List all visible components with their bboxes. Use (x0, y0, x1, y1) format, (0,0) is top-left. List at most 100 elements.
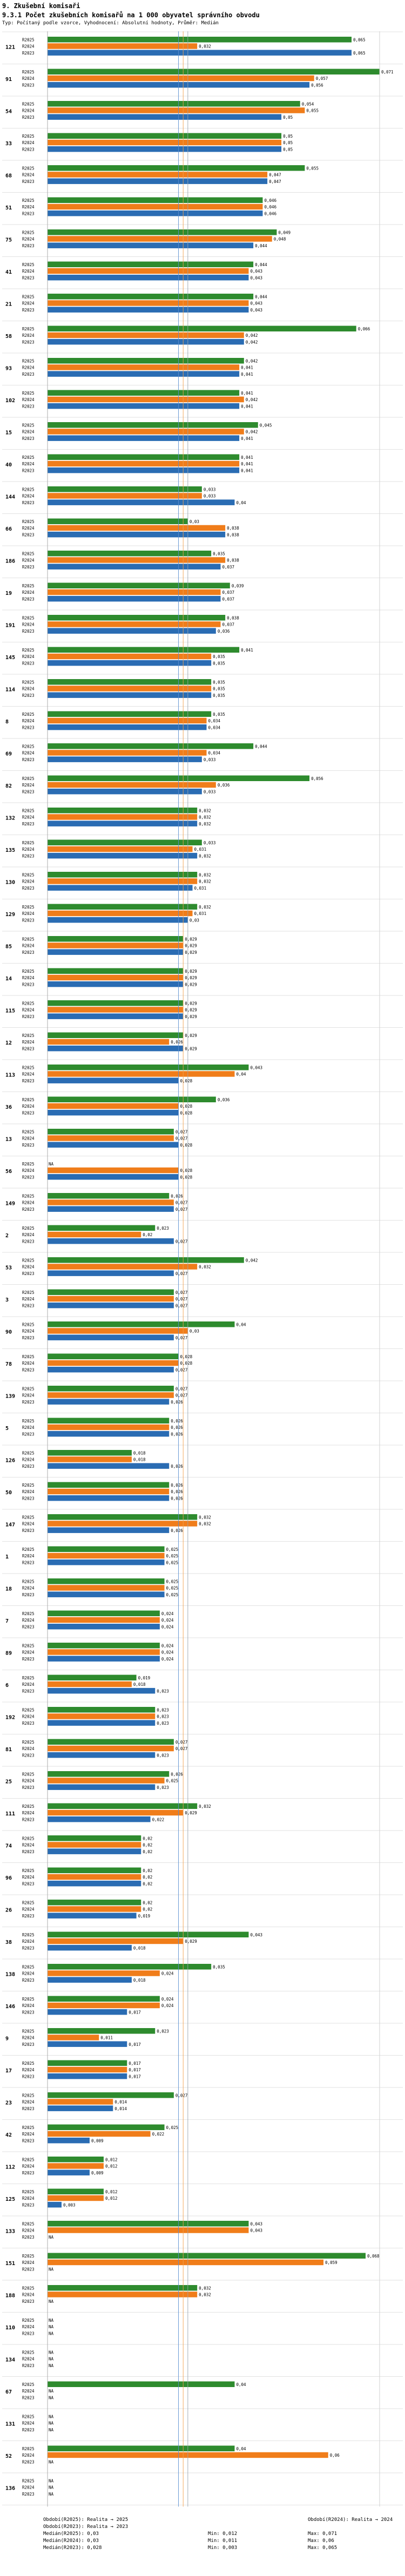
data-label: 0,031 (194, 911, 207, 916)
group-label: 42 (5, 2132, 12, 2138)
data-label: 0,041 (241, 462, 253, 466)
data-label: 0,065 (353, 51, 366, 56)
series-label: R2025 (22, 2446, 35, 2451)
bar-r2023 (48, 1109, 179, 1116)
bar-r2024 (48, 1456, 132, 1462)
data-label: 0,039 (232, 584, 244, 588)
data-label: 0,035 (213, 1965, 225, 1970)
bar-r2023 (48, 499, 235, 505)
series-label: R2025 (22, 1387, 35, 1392)
data-label: 0,029 (185, 1811, 197, 1815)
group-label: 112 (5, 2164, 15, 2170)
data-label: 0,055 (306, 109, 319, 113)
data-label: 0,033 (204, 494, 216, 499)
na-label: NA (49, 2324, 54, 2329)
bar-r2024 (48, 782, 216, 788)
data-label: 0,028 (180, 1104, 193, 1109)
series-label: R2023 (22, 1657, 35, 1662)
bar-r2023 (48, 2170, 90, 2175)
data-label: 0,011 (100, 2036, 113, 2041)
series-label: R2024 (22, 1008, 35, 1013)
data-label: 0,025 (166, 1554, 179, 1558)
series-label: R2024 (22, 751, 35, 756)
group-label: 89 (5, 1650, 12, 1656)
group-label: 51 (5, 205, 12, 211)
footer-median-2023: Medián(R2023): 0,028 (43, 2545, 102, 2551)
series-label: R2025 (22, 519, 35, 524)
data-label: 0,02 (143, 1843, 152, 1848)
bar-r2025 (48, 1546, 165, 1552)
bar-r2025 (48, 551, 212, 557)
bar-r2025 (48, 1964, 212, 1970)
bar-r2024 (48, 2066, 127, 2073)
group-label: 131 (5, 2421, 15, 2427)
bar-r2023 (48, 1302, 174, 1309)
series-label: R2023 (22, 2202, 35, 2207)
bar-r2025 (48, 679, 212, 685)
data-label: 0,032 (199, 44, 211, 49)
series-label: R2023 (22, 2395, 35, 2400)
footer-blank (208, 2517, 308, 2524)
data-label: 0,027 (176, 1130, 188, 1135)
data-label: 0,05 (283, 147, 293, 152)
data-label: 0,032 (199, 879, 211, 884)
data-label: 0,046 (264, 198, 276, 203)
bar-r2025 (48, 1257, 244, 1263)
data-label: 0,027 (176, 1336, 188, 1340)
series-label: R2024 (22, 2228, 35, 2233)
data-label: 0,049 (278, 231, 291, 235)
group-label: 8 (5, 719, 9, 725)
bar-r2025 (48, 808, 198, 814)
bar-r2023 (48, 660, 212, 666)
series-label: R2024 (22, 1040, 35, 1045)
series-label: R2025 (22, 552, 35, 557)
bar-r2023 (48, 403, 240, 409)
series-label: R2025 (22, 1290, 35, 1295)
series-label: R2024 (22, 2357, 35, 2362)
series-label: R2024 (22, 718, 35, 723)
series-label: R2023 (22, 2459, 35, 2464)
series-label: R2024 (22, 1136, 35, 1141)
bar-r2025 (48, 69, 380, 74)
series-label: R2025 (22, 1097, 35, 1102)
data-label: 0,035 (213, 680, 225, 685)
group-label: 41 (5, 269, 12, 275)
series-label: R2025 (22, 1676, 35, 1680)
data-label: 0,05 (283, 115, 293, 120)
series-label: R2024 (22, 1714, 35, 1719)
bar-r2025 (48, 647, 240, 653)
bar-r2023 (48, 1077, 179, 1083)
data-label: 0,037 (222, 596, 234, 601)
bar-r2024 (48, 2002, 160, 2009)
group-label: 121 (5, 44, 15, 50)
data-label: 0,018 (133, 1682, 146, 1687)
data-label: 0,035 (213, 712, 225, 717)
data-label: 0,026 (171, 1432, 183, 1436)
data-label: 0,026 (171, 1400, 183, 1405)
data-label: 0,023 (157, 1785, 169, 1790)
series-label: R2023 (22, 532, 35, 537)
data-label: 0,042 (246, 333, 258, 338)
bar-r2024 (48, 1424, 170, 1431)
series-label: R2025 (22, 1451, 35, 1456)
data-label: 0,035 (213, 552, 225, 557)
data-label: 0,032 (199, 1522, 211, 1527)
series-label: R2025 (22, 1130, 35, 1135)
data-label: 0,071 (381, 70, 394, 74)
bar-r2025 (48, 1931, 249, 1937)
bar-r2025 (48, 2285, 198, 2291)
bar-r2025 (48, 2028, 156, 2034)
series-label: R2025 (22, 1547, 35, 1552)
na-label: NA (49, 1162, 54, 1167)
series-label: R2023 (22, 1046, 35, 1051)
bar-r2024 (48, 460, 240, 467)
series-label: R2025 (22, 937, 35, 942)
bar-r2025 (48, 711, 212, 717)
bar-r2025 (48, 2092, 174, 2098)
series-label: R2024 (22, 1072, 35, 1077)
data-label: 0,025 (166, 1592, 179, 1597)
bar-r2025 (48, 2157, 104, 2163)
series-label: R2024 (22, 333, 35, 338)
series-label: R2024 (22, 2067, 35, 2072)
bar-r2023 (48, 435, 240, 441)
